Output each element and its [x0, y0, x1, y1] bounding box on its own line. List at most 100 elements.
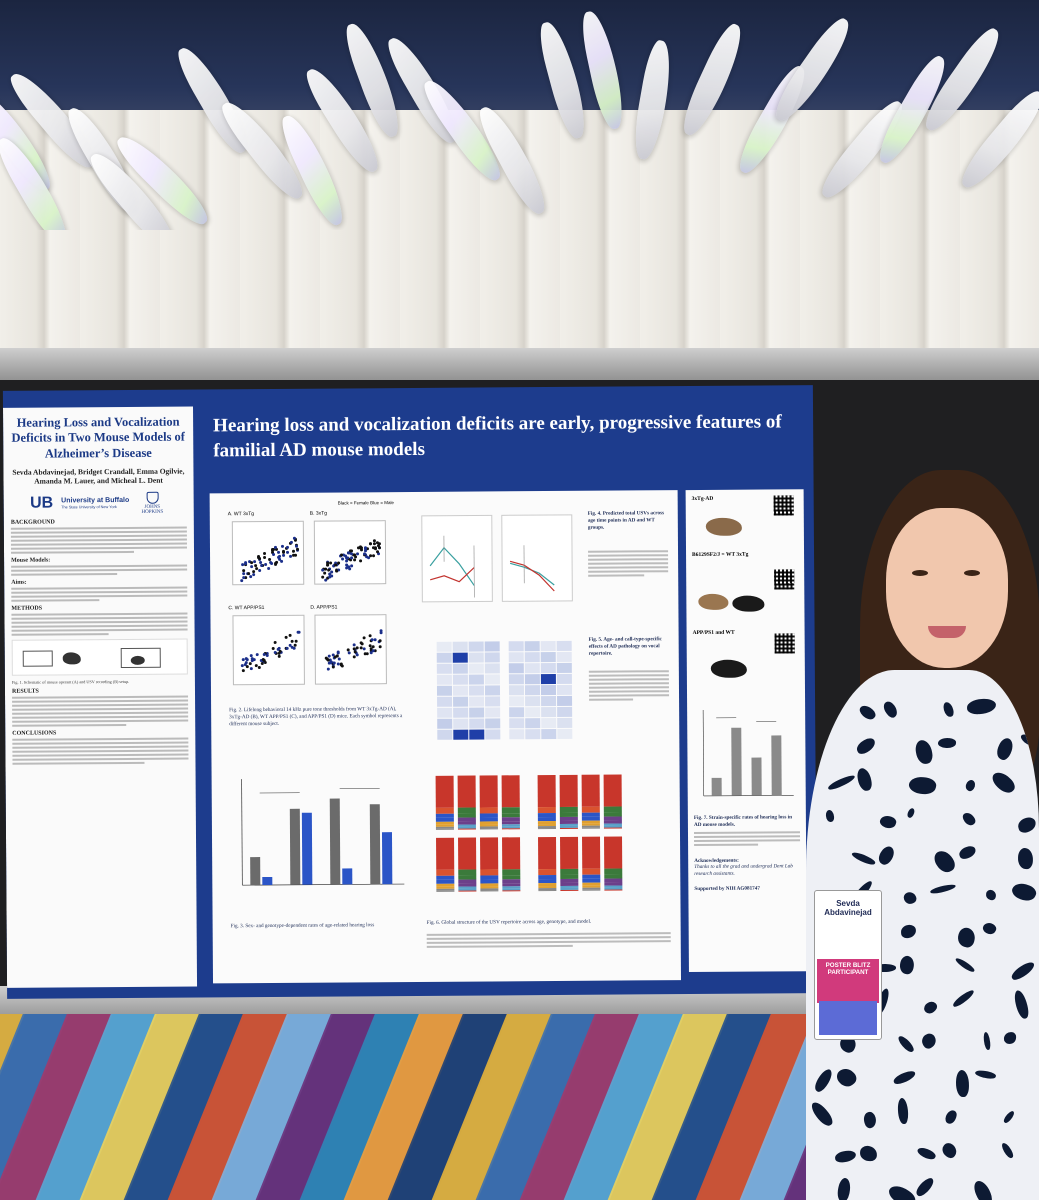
scatter-point — [252, 569, 256, 573]
scatter-point — [277, 646, 281, 650]
scatter-point — [255, 566, 259, 570]
heatmap-cell — [468, 663, 484, 674]
blouse-pattern — [826, 773, 857, 792]
blouse-pattern — [957, 844, 978, 861]
mouse-photo-icon — [710, 659, 747, 678]
heatmap-cell — [437, 707, 453, 718]
scatter-point — [265, 654, 269, 658]
stacked-bar-segment — [479, 775, 498, 808]
blouse-pattern — [854, 735, 878, 757]
logo-row: UB University at Buffalo The State Unive… — [11, 491, 187, 515]
heatmap-cell — [437, 718, 453, 729]
stacked-bar-segment — [581, 827, 600, 829]
figure-5-caption: Fig. 5. Age- and call-type-specific effe… — [588, 636, 662, 657]
stacked-bar-segment — [436, 890, 455, 892]
heatmap-cell — [453, 729, 469, 740]
figure-3-bar-chart — [241, 779, 405, 886]
scatter-point — [241, 669, 245, 673]
scatter-point — [334, 569, 338, 573]
ub-logo-text: University at Buffalo The State Universi… — [61, 497, 130, 510]
scatter-point — [370, 638, 374, 642]
heatmap-cell — [468, 674, 484, 685]
poster-main-title: Hearing loss and vocalization deficits a… — [213, 411, 782, 462]
heatmap-cell — [508, 641, 524, 652]
scatter-point — [271, 646, 275, 650]
stacked-bar-segment — [502, 837, 521, 870]
stacked-bar-segment — [560, 836, 579, 870]
scatter-point — [245, 664, 249, 668]
blouse-pattern — [902, 890, 918, 906]
blouse-pattern — [929, 883, 957, 895]
heatmap-cell — [509, 729, 525, 740]
heatmap-cell — [484, 663, 500, 674]
figure-1-caption: Fig. 1. Schematic of mouse operant (A) a… — [11, 678, 130, 685]
funding-text: Supported by NIH AG081747 — [694, 885, 760, 892]
presenter-person: Sevda Abdavinejad POSTER BLITZ PARTICIPA… — [806, 470, 1039, 1200]
scatter-point — [355, 552, 360, 556]
heatmap-cell — [540, 662, 556, 674]
heatmap-cell — [556, 662, 572, 673]
heatmap-cell — [469, 718, 485, 729]
blouse-pattern — [951, 988, 976, 1009]
blouse-pattern — [892, 1069, 917, 1086]
heatmap-cell — [508, 663, 524, 674]
scatter-point — [249, 561, 253, 565]
heatmap-cell — [437, 729, 453, 740]
heatmap-cell — [556, 651, 572, 662]
heatmap-cell — [508, 652, 524, 663]
panel-label-d: D. APP/PS1 — [310, 604, 338, 611]
figure-5-heatmaps — [436, 640, 578, 744]
blouse-pattern — [1000, 1141, 1015, 1160]
scatter-point — [268, 561, 272, 565]
scatter-point — [273, 641, 277, 645]
heatmap-cell — [541, 706, 557, 718]
scatter-point — [260, 661, 264, 665]
scatter-point — [353, 558, 357, 562]
scatter-point — [249, 565, 253, 569]
blouse-pattern — [900, 924, 917, 939]
blouse-pattern — [896, 1033, 916, 1055]
scatter-point — [293, 643, 297, 647]
heatmap-cell — [541, 728, 557, 740]
mouse-models-text-block — [11, 564, 188, 576]
blouse-pattern — [885, 1181, 919, 1200]
blouse-pattern — [855, 766, 874, 793]
scatter-point — [257, 555, 261, 559]
scatter-point — [292, 646, 296, 650]
figure-7-caption-body — [693, 830, 801, 846]
scatter-point — [248, 662, 252, 666]
heatmap-cell — [484, 685, 501, 696]
blouse-pattern — [963, 778, 978, 793]
heatmap-cell — [484, 652, 500, 663]
scatter-point — [290, 639, 294, 643]
stacked-bar-segment — [480, 837, 499, 870]
scatter-point — [372, 554, 376, 558]
heatmap-cell — [453, 696, 469, 707]
scatter-point — [339, 662, 343, 666]
blouse-pattern — [850, 850, 877, 867]
scatter-point — [274, 562, 278, 566]
heatmap-cell — [557, 695, 573, 706]
heatmap-cell — [436, 663, 452, 674]
results-text-block — [12, 695, 189, 727]
heatmap-cell — [525, 696, 541, 707]
blouse-pattern — [931, 847, 958, 876]
figure-6-stacked-bars — [435, 774, 637, 899]
stacked-bar-segment — [457, 828, 476, 830]
scatter-point — [279, 559, 283, 563]
scatter-point — [345, 559, 349, 563]
heatmap-cell — [524, 641, 540, 652]
figure-6-caption-body — [426, 930, 671, 950]
blouse-pattern — [974, 1068, 997, 1081]
blouse-pattern — [1016, 815, 1038, 835]
blouse-pattern — [825, 809, 835, 823]
scatter-point — [371, 645, 375, 649]
back-wall — [0, 110, 1039, 372]
blouse-pattern — [806, 670, 816, 676]
scatter-point — [373, 538, 377, 542]
blouse-pattern — [862, 1110, 878, 1130]
heatmap-cell — [452, 674, 468, 685]
presenter-face — [886, 508, 1008, 668]
scatter-point — [347, 651, 351, 655]
stacked-bar-segment — [604, 836, 623, 870]
